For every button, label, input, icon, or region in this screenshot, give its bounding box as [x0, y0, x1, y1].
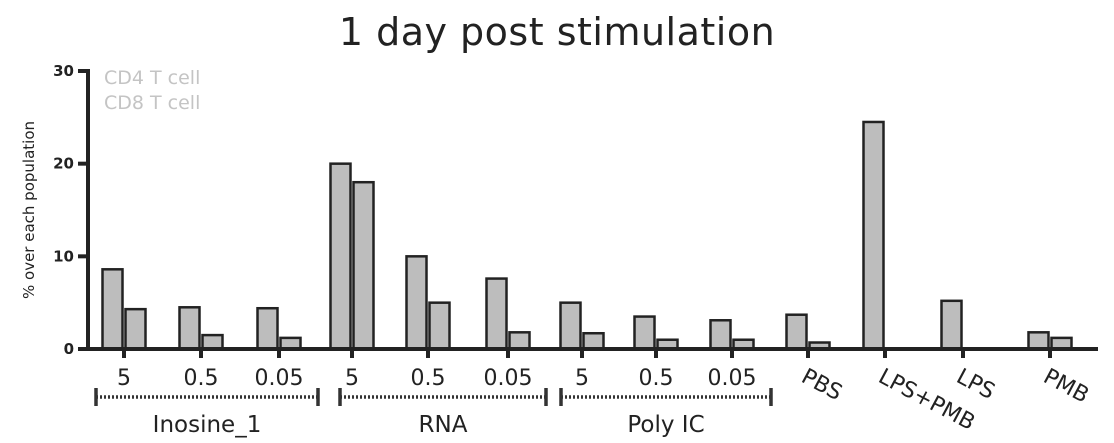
x-tick-label-9: PBS	[797, 364, 846, 406]
x-tick-label-5: 0.05	[484, 366, 533, 391]
bar-cd4-4	[407, 256, 427, 349]
group-label-1: RNA	[419, 412, 468, 438]
bar-cd8-5	[510, 332, 530, 349]
bar-cd4-0	[103, 269, 123, 349]
bar-cd4-6	[561, 303, 581, 349]
bar-cd4-12	[1029, 332, 1049, 349]
bar-cd4-7	[635, 317, 655, 349]
y-axis-label: % over each population	[20, 121, 38, 299]
bar-cd4-5	[487, 279, 507, 349]
x-tick-label-1: 0.5	[184, 366, 219, 391]
legend-label-0: CD4 T cell	[104, 67, 200, 89]
x-tick-label-3: 5	[345, 366, 359, 391]
bar-cd4-8	[711, 320, 731, 349]
x-tick-label-0: 5	[117, 366, 131, 391]
bar-cd4-11	[942, 301, 962, 349]
group-label-0: Inosine_1	[153, 412, 262, 438]
bar-cd4-2	[258, 308, 278, 349]
x-tick-label-7: 0.5	[639, 366, 674, 391]
y-tick-label-30: 30	[53, 62, 74, 80]
x-tick-label-11: LPS	[952, 364, 999, 405]
bar-cd8-4	[430, 303, 450, 349]
bar-cd4-3	[331, 164, 351, 349]
bar-cd8-3	[354, 182, 374, 349]
bar-cd8-0	[126, 309, 146, 349]
y-tick-label-20: 20	[53, 155, 74, 173]
y-tick-label-0: 0	[64, 340, 74, 358]
x-tick-label-8: 0.05	[708, 366, 757, 391]
bar-cd4-10	[864, 122, 884, 349]
x-tick-label-2: 0.05	[255, 366, 304, 391]
y-tick-label-10: 10	[53, 247, 74, 265]
legend-label-1: CD8 T cell	[104, 92, 200, 114]
x-tick-label-4: 0.5	[411, 366, 446, 391]
bar-cd4-9	[787, 315, 807, 349]
x-tick-label-6: 5	[575, 366, 589, 391]
x-tick-label-12: PMB	[1039, 364, 1093, 408]
bar-cd8-1	[203, 335, 223, 349]
bar-cd8-6	[584, 333, 604, 349]
bar-cd4-1	[180, 307, 200, 349]
group-label-2: Poly IC	[627, 412, 704, 438]
